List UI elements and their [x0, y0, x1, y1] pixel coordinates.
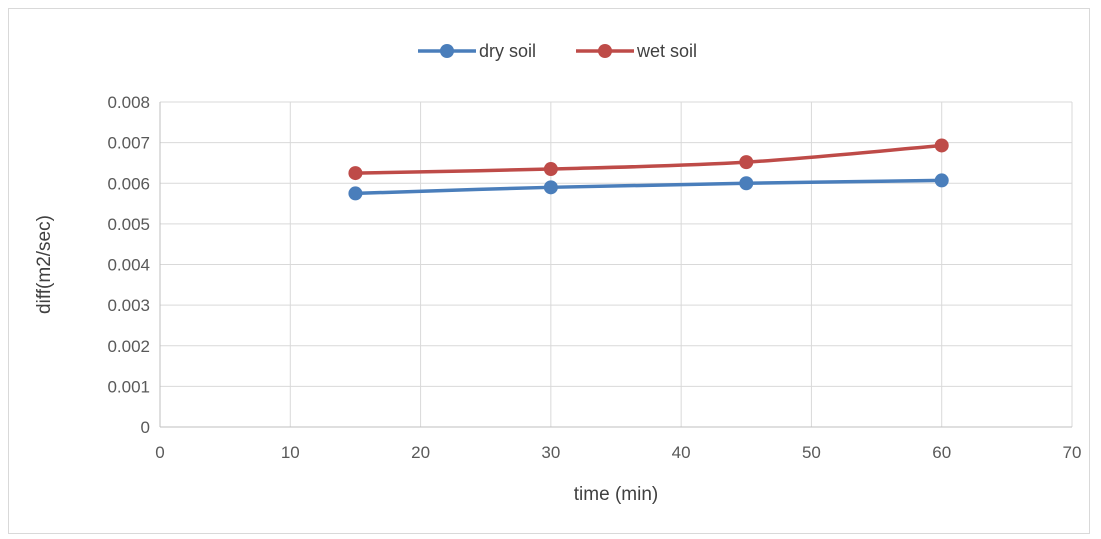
data-point-wet-soil [739, 155, 754, 170]
chart-frame [8, 8, 1090, 534]
y-tick-label: 0.003 [107, 296, 150, 315]
x-tick-label: 30 [541, 443, 560, 462]
series-line-dry-soil [353, 178, 944, 196]
series-line-wet-soil [353, 143, 944, 175]
y-tick-label: 0.004 [107, 256, 150, 275]
y-tick-label: 0.001 [107, 377, 150, 396]
y-tick-label: 0.002 [107, 337, 150, 356]
x-tick-label: 60 [932, 443, 951, 462]
legend: dry soil wet soil [418, 41, 697, 61]
y-axis-title: diff(m2/sec) [34, 215, 55, 314]
y-tick-label: 0.005 [107, 215, 150, 234]
legend-marker [440, 44, 454, 58]
legend-item-wet-soil: wet soil [576, 41, 697, 61]
data-point-dry-soil [543, 180, 558, 195]
y-tick-label: 0.007 [107, 134, 150, 153]
legend-item-dry-soil: dry soil [418, 41, 536, 61]
data-point-wet-soil [543, 162, 558, 177]
data-point-wet-soil [348, 166, 363, 181]
legend-marker [598, 44, 612, 58]
axes: 0 0.001 0.002 0.003 0.004 0.005 0.006 0.007 0.00… [107, 93, 1081, 462]
legend-label: wet soil [636, 41, 697, 61]
data-point-wet-soil [934, 138, 949, 153]
data-point-dry-soil [739, 176, 754, 191]
x-tick-label: 40 [672, 443, 691, 462]
grid-lines [159, 101, 1073, 428]
y-tick-label: 0 [141, 418, 150, 437]
series-layer [348, 138, 949, 201]
x-tick-label: 10 [281, 443, 300, 462]
x-tick-label: 0 [155, 443, 164, 462]
data-point-dry-soil [348, 186, 363, 201]
x-axis-title: time (min) [574, 484, 658, 505]
legend-label: dry soil [479, 41, 536, 61]
y-tick-label: 0.008 [107, 93, 150, 112]
x-tick-label: 50 [802, 443, 821, 462]
x-tick-label: 70 [1063, 443, 1082, 462]
y-tick-label: 0.006 [107, 174, 150, 193]
data-point-dry-soil [934, 173, 949, 188]
x-tick-label: 20 [411, 443, 430, 462]
